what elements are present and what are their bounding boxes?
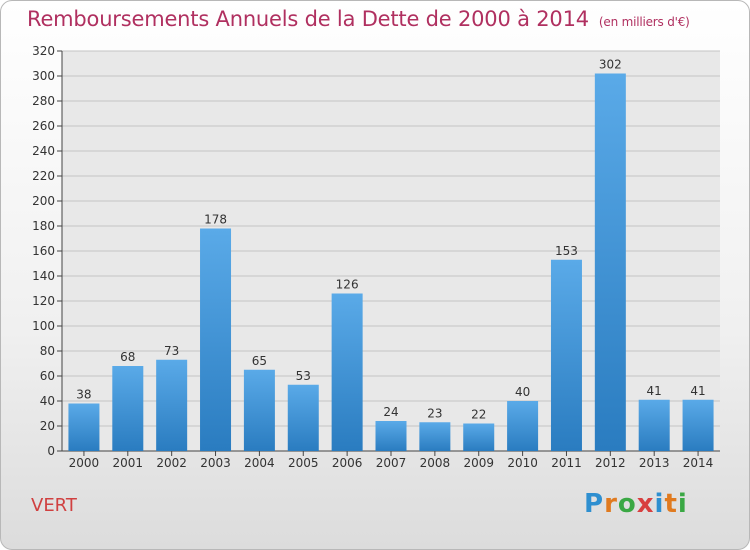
x-tick-label: 2010 [507,456,538,470]
bar [507,401,539,451]
logo-letter: r [604,489,618,519]
bar [550,259,582,451]
data-label: 41 [690,384,705,398]
unit-label: (en milliers d'€) [598,15,690,29]
y-tick-label: 60 [40,369,55,383]
data-label: 40 [515,385,530,399]
proxiti-logo: Proxiti [584,489,688,519]
bar [243,369,275,451]
bar [682,399,714,451]
bar [638,399,670,451]
y-tick-label: 280 [32,94,55,108]
x-tick-label: 2012 [595,456,626,470]
y-tick-label: 0 [47,444,55,458]
bar [200,228,232,451]
x-tick-label: 2013 [639,456,670,470]
x-tick-label: 2002 [156,456,187,470]
y-tick-label: 100 [32,319,55,333]
x-tick-label: 2009 [463,456,494,470]
bar [419,422,451,451]
bar [331,293,363,451]
x-tick-label: 2007 [376,456,407,470]
data-label: 23 [427,406,442,420]
bar [375,421,407,451]
logo-letter: x [636,489,655,519]
bar [112,366,144,451]
data-label: 178 [204,213,227,227]
commune-name: VERT [31,495,77,516]
y-tick-label: 180 [32,219,55,233]
data-label: 302 [599,58,622,72]
logo-letter: o [617,489,637,519]
data-label: 153 [555,244,578,258]
data-label: 38 [76,388,91,402]
x-tick-label: 2000 [69,456,100,470]
y-tick-label: 40 [40,394,55,408]
x-tick-label: 2014 [683,456,714,470]
bar [287,384,319,451]
data-label: 126 [336,278,359,292]
data-label: 65 [252,354,267,368]
bar [156,359,188,451]
y-tick-label: 140 [32,269,55,283]
y-tick-label: 160 [32,244,55,258]
logo-letter: i [654,489,665,519]
data-label: 24 [383,405,398,419]
title-text: Remboursements Annuels de la Dette de 20… [27,7,589,31]
y-tick-label: 240 [32,144,55,158]
logo-letter: t [664,489,678,519]
y-tick-label: 260 [32,119,55,133]
x-tick-label: 2004 [244,456,275,470]
data-label: 22 [471,408,486,422]
bar [68,403,100,451]
x-tick-label: 2011 [551,456,582,470]
y-tick-label: 320 [32,44,55,58]
x-tick-label: 2008 [420,456,451,470]
logo-letter: P [584,489,605,519]
data-label: 73 [164,344,179,358]
y-tick-label: 20 [40,419,55,433]
y-tick-label: 300 [32,69,55,83]
bar [463,423,495,451]
x-tick-label: 2001 [113,456,144,470]
x-tick-label: 2006 [332,456,363,470]
chart-title: Remboursements Annuels de la Dette de 20… [27,7,690,31]
bar [594,73,626,451]
data-label: 53 [296,369,311,383]
y-tick-label: 200 [32,194,55,208]
data-label: 41 [647,384,662,398]
x-tick-label: 2003 [200,456,231,470]
logo-letter: i [677,489,688,519]
y-tick-label: 80 [40,344,55,358]
data-label: 68 [120,350,135,364]
y-tick-label: 120 [32,294,55,308]
y-tick-label: 220 [32,169,55,183]
x-tick-label: 2005 [288,456,319,470]
